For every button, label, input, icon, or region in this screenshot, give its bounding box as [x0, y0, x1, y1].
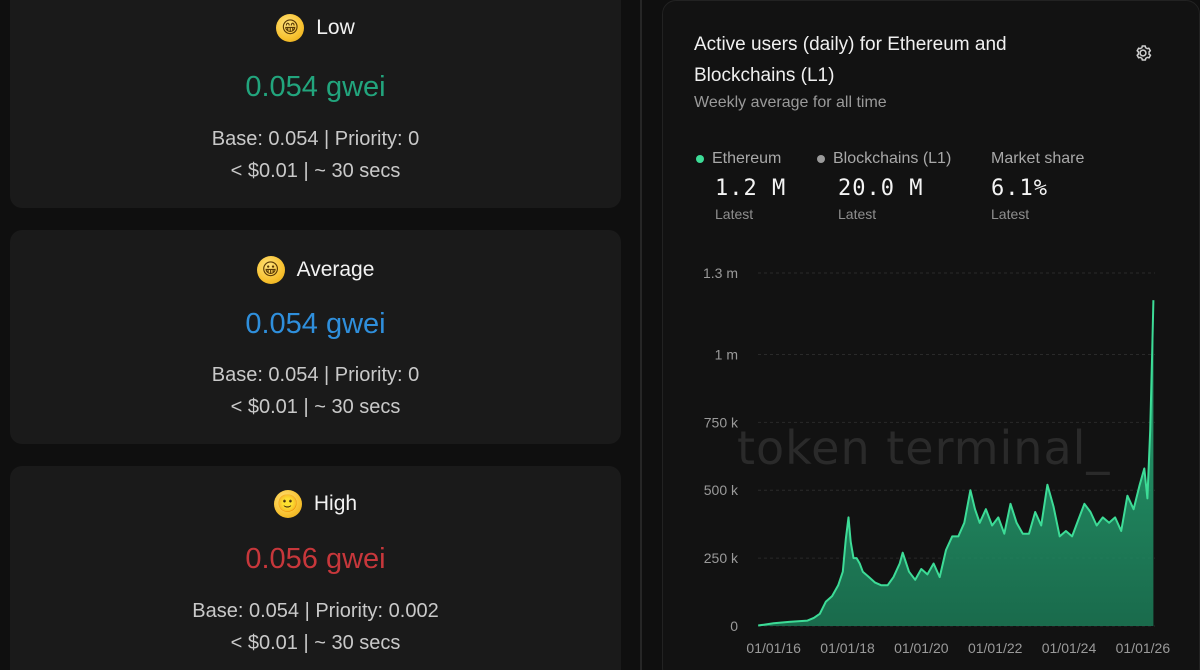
gas-card-header: 🙂 High: [10, 490, 621, 518]
gas-tier-label: High: [313, 492, 358, 515]
gas-fee-breakdown: Base: 0.054 | Priority: 0: [211, 364, 420, 386]
gas-cost-estimate: < $0.01 | ~ 30 secs: [230, 632, 401, 654]
active-users-chart-panel: Active users (daily) for Ethereum and Bl…: [662, 0, 1200, 670]
x-tick-label: 01/01/26: [1116, 640, 1171, 656]
smiling-emoji-icon: 😀: [256, 256, 285, 284]
y-tick-label: 750 k: [704, 414, 739, 430]
gas-cost-estimate: < $0.01 | ~ 30 secs: [230, 396, 401, 418]
gas-price-value: 0.056 gwei: [245, 543, 386, 575]
stat-value: 1.2 M: [715, 176, 787, 201]
grinning-emoji-icon: 😁: [276, 14, 305, 42]
chart-subtitle: Weekly average for all time: [694, 94, 887, 111]
gas-price-value: 0.054 gwei: [245, 71, 386, 103]
blockchains-legend-dot: [817, 155, 825, 163]
stat-blockchains: Blockchains (L1) 20.0 M Latest: [817, 150, 951, 222]
slight-smile-emoji-icon: 🙂: [273, 490, 302, 518]
y-tick-label: 250 k: [704, 550, 739, 566]
panel-divider: [640, 0, 642, 670]
stat-ethereum: Ethereum 1.2 M Latest: [696, 150, 786, 222]
stat-sub-label: Latest: [991, 206, 1030, 222]
x-tick-label: 01/01/16: [746, 640, 801, 656]
gas-fee-breakdown: Base: 0.054 | Priority: 0: [211, 128, 420, 150]
stat-sub-label: Latest: [838, 206, 877, 222]
gas-tier-label: Average: [296, 258, 375, 281]
stat-name: Ethereum: [712, 150, 782, 167]
gear-icon[interactable]: [1133, 43, 1153, 63]
stat-sub-label: Latest: [715, 206, 754, 222]
chart-title: Active users (daily) for Ethereum and Bl…: [694, 34, 1007, 86]
y-tick-label: 1.3 m: [703, 265, 738, 281]
gas-tier-label: Low: [316, 16, 355, 39]
gas-card-average: 😀 Average 0.054 gwei Base: 0.054 | Prior…: [10, 230, 621, 444]
gas-card-header: 😀 Average: [10, 256, 621, 284]
stat-market-share: Market share 6.1% Latest: [991, 150, 1084, 222]
x-tick-label: 01/01/20: [894, 640, 949, 656]
y-tick-label: 0: [730, 618, 738, 634]
y-tick-label: 1 m: [715, 346, 738, 362]
ethereum-area: [758, 300, 1154, 626]
stat-value: 6.1%: [991, 176, 1048, 201]
gas-fee-breakdown: Base: 0.054 | Priority: 0.002: [192, 600, 439, 622]
ethereum-legend-dot: [696, 155, 704, 163]
x-tick-label: 01/01/24: [1042, 640, 1097, 656]
stat-value: 20.0 M: [838, 176, 924, 201]
x-tick-label: 01/01/18: [820, 640, 875, 656]
ethereum-series-line: [758, 300, 1155, 627]
x-tick-label: 01/01/22: [968, 640, 1023, 656]
gas-card-header: 😁 Low: [10, 14, 621, 42]
stat-name: Blockchains (L1): [833, 150, 952, 167]
gas-card-high: 🙂 High 0.056 gwei Base: 0.054 | Priority…: [10, 466, 621, 670]
active-users-area-chart: 0 250 k 500 k 750 k 1 m 1.3 m 01/01/16 01/01/18…: [703, 265, 1171, 656]
y-tick-label: 500 k: [704, 482, 739, 498]
gas-price-value: 0.054 gwei: [245, 308, 386, 340]
gas-cost-estimate: < $0.01 | ~ 30 secs: [230, 160, 401, 182]
gas-card-low: 😁 Low 0.054 gwei Base: 0.054 | Priority:…: [10, 0, 621, 208]
stat-name: Market share: [991, 150, 1085, 167]
